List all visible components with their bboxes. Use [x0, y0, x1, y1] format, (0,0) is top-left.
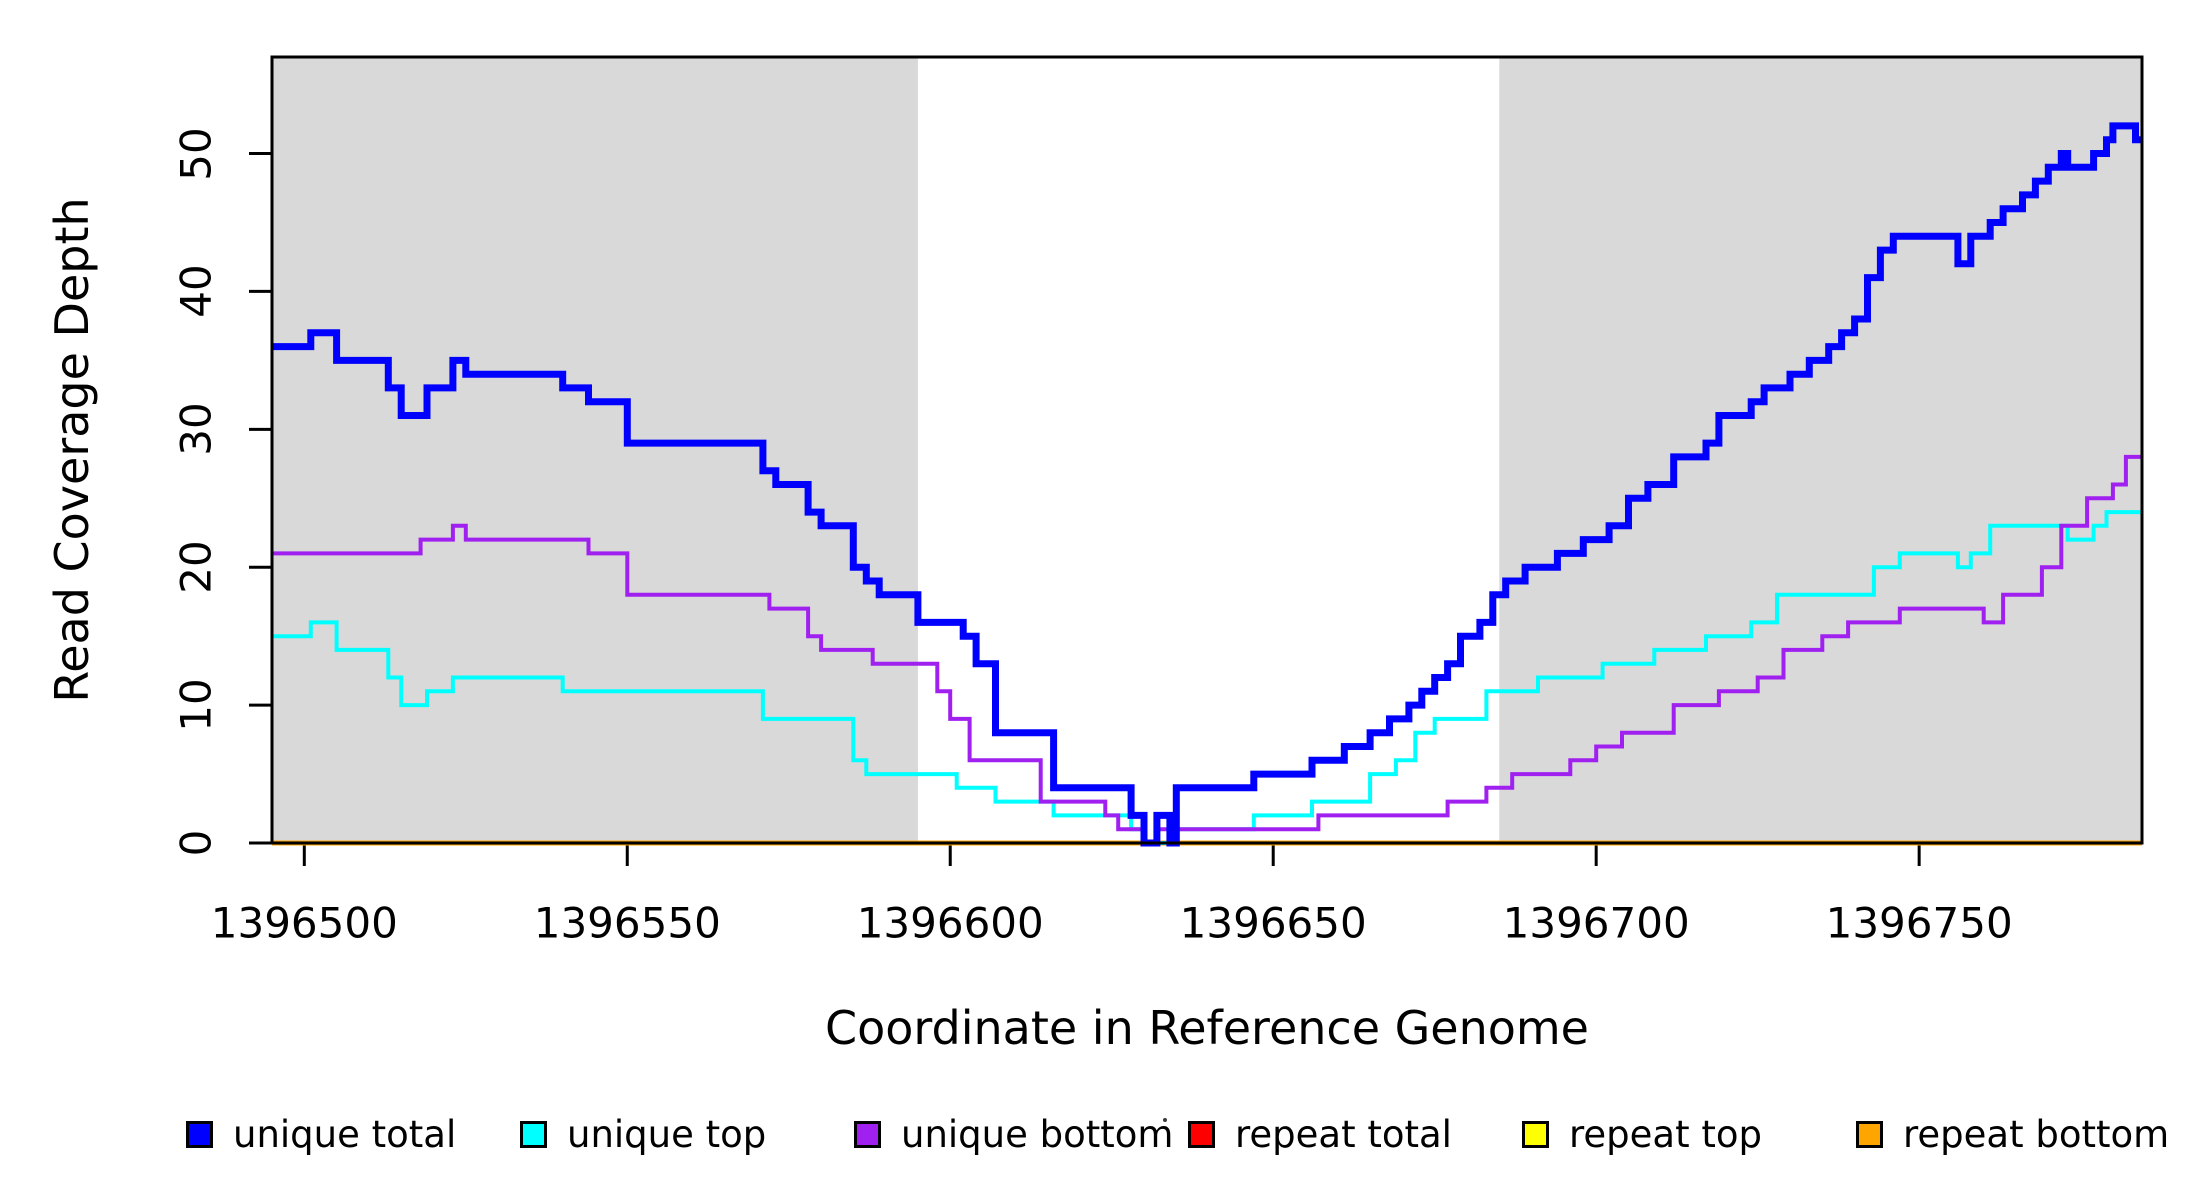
- legend-swatch-icon: [520, 1120, 547, 1148]
- y-tick-label: 30: [171, 402, 221, 457]
- x-tick-label: 1396650: [1179, 898, 1367, 948]
- y-tick-label: 40: [171, 264, 221, 319]
- x-axis-title: Coordinate in Reference Genome: [825, 1001, 1589, 1055]
- y-tick-label: 0: [171, 829, 221, 857]
- legend-item-repeat-total: repeat total: [1188, 1113, 1452, 1156]
- legend-swatch-icon: [854, 1120, 881, 1148]
- x-tick-label: 1396600: [856, 898, 1044, 948]
- y-tick-label: 20: [171, 540, 221, 594]
- legend-label: repeat bottom: [1903, 1112, 2170, 1156]
- legend-label: unique total: [233, 1112, 457, 1156]
- y-tick-label: 10: [171, 678, 221, 732]
- legend-swatch-icon: [1856, 1120, 1883, 1148]
- legend-swatch-icon: [1188, 1120, 1215, 1148]
- y-axis-title: Read Coverage Depth: [45, 197, 99, 703]
- x-tick-label: 1396550: [533, 898, 721, 948]
- x-tick-label: 1396700: [1502, 898, 1690, 948]
- legend-item-repeat-top: repeat top: [1522, 1113, 1762, 1156]
- legend-stray-dot: [1163, 1118, 1167, 1122]
- legend-swatch-icon: [1522, 1120, 1549, 1148]
- x-tick-label: 1396500: [210, 898, 398, 948]
- legend-item-repeat-bottom: repeat bottom: [1856, 1113, 2169, 1156]
- plot-box: [270, 55, 2144, 845]
- legend-label: unique bottom: [901, 1112, 1174, 1156]
- legend-label: repeat top: [1569, 1112, 1762, 1156]
- series-unique-total: [272, 122, 2142, 847]
- legend-label: repeat total: [1235, 1112, 1452, 1156]
- legend-swatch-icon: [186, 1120, 213, 1148]
- series-unique-bottom: [272, 454, 2142, 845]
- legend-item-unique-total: unique total: [186, 1113, 456, 1156]
- x-tick-label: 1396750: [1825, 898, 2013, 948]
- legend-item-unique-bottom: unique bottom: [854, 1113, 1173, 1156]
- legend-label: unique top: [567, 1112, 767, 1156]
- series-unique-top: [272, 510, 2142, 845]
- legend-item-unique-top: unique top: [520, 1113, 766, 1156]
- shaded-region: [272, 57, 918, 843]
- y-tick-label: 50: [171, 126, 221, 181]
